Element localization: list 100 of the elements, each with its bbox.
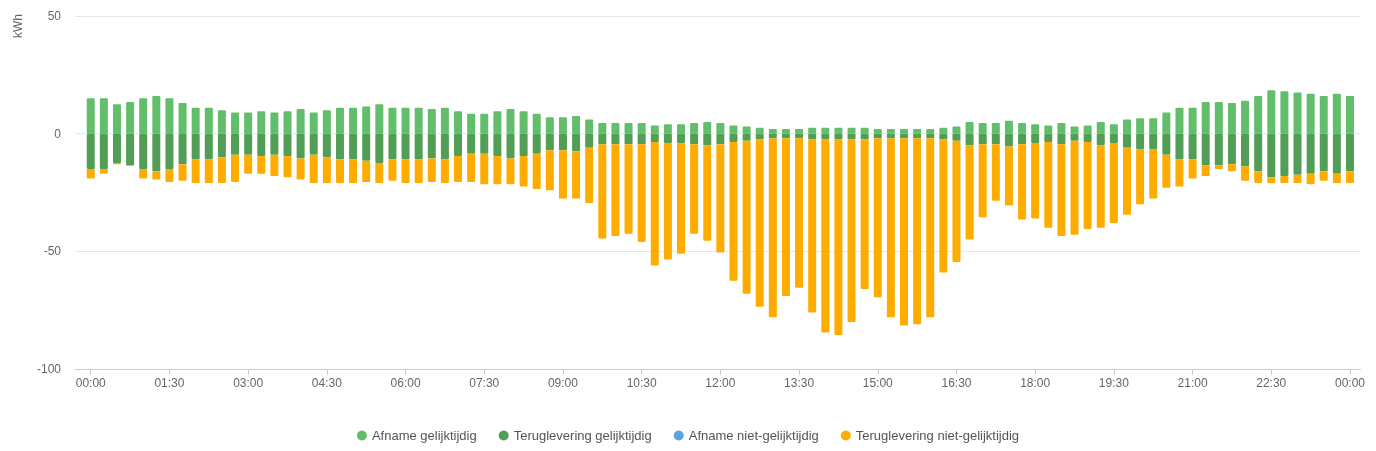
bar [1254, 133, 1263, 172]
bar [427, 108, 436, 134]
bar [152, 171, 161, 180]
bar [257, 156, 266, 174]
bar [309, 154, 318, 184]
bar [139, 168, 148, 179]
bar [1096, 145, 1105, 228]
bar [86, 98, 95, 134]
bar [624, 133, 633, 145]
bar [257, 133, 266, 157]
bar [1031, 143, 1040, 219]
bar [1162, 154, 1171, 188]
bar [335, 107, 344, 134]
bar [1162, 112, 1171, 134]
bar [1083, 133, 1092, 142]
bar [1162, 133, 1171, 155]
bar [585, 119, 594, 134]
bar [637, 123, 646, 134]
bar [165, 133, 174, 169]
bar [1070, 140, 1079, 235]
bar [1254, 96, 1263, 134]
bar [296, 133, 305, 159]
bar [270, 154, 279, 177]
bar [375, 163, 384, 184]
bar [585, 133, 594, 148]
bar [1083, 141, 1092, 229]
bar [217, 157, 226, 184]
bar [1241, 166, 1250, 181]
bar [165, 98, 174, 134]
bar [139, 133, 148, 169]
bar [440, 133, 449, 160]
bar [545, 117, 554, 134]
bar [112, 133, 121, 164]
bar [1018, 144, 1027, 220]
bar [558, 117, 567, 134]
bar [690, 133, 699, 145]
bar [178, 133, 187, 165]
bar [322, 110, 331, 134]
bar [532, 113, 541, 134]
bar [1201, 165, 1210, 177]
bar [1319, 171, 1328, 181]
bar [991, 123, 1000, 134]
x-tick-label: 09:00 [547, 376, 579, 390]
bar [480, 113, 489, 134]
bar [440, 159, 449, 184]
bar [1096, 133, 1105, 146]
bar [1332, 93, 1341, 134]
bar [244, 154, 253, 174]
bar [1201, 101, 1210, 134]
bar [283, 133, 292, 157]
bar [1136, 133, 1145, 149]
bar [1332, 173, 1341, 184]
bar [99, 133, 108, 169]
legend-label: Teruglevering gelijktijdig [513, 428, 652, 443]
bar [1149, 148, 1158, 199]
bar [506, 133, 515, 159]
bar [99, 98, 108, 134]
bar [1345, 171, 1354, 184]
bar [86, 168, 95, 179]
bar [650, 125, 659, 134]
bar [191, 107, 200, 134]
bar [716, 133, 725, 145]
bar [598, 144, 607, 239]
bar [532, 133, 541, 154]
bar [1018, 133, 1027, 145]
x-tick-label: 13:30 [784, 376, 815, 390]
bar [650, 141, 659, 266]
bar [152, 133, 161, 172]
bar [900, 138, 908, 326]
bar [532, 153, 541, 189]
bar [178, 103, 187, 134]
bar [322, 157, 331, 184]
bar [401, 133, 410, 160]
bar [1057, 123, 1066, 134]
bar [414, 133, 423, 160]
bar [703, 145, 712, 241]
bar [388, 133, 397, 160]
bar [1345, 133, 1354, 172]
x-tick-label: 16:30 [941, 376, 972, 390]
bar [375, 104, 384, 134]
bar [886, 138, 895, 318]
x-tick-label: 21:00 [1177, 376, 1208, 390]
bar [637, 133, 646, 145]
bar [414, 107, 423, 134]
bar [545, 150, 554, 191]
legend-label: Afname niet-gelijktijdig [688, 428, 819, 443]
bar [1267, 90, 1276, 134]
bar [742, 140, 751, 294]
y-tick-label: -100 [36, 362, 62, 376]
x-tick-label: 03:00 [233, 376, 264, 390]
bar [270, 133, 279, 155]
bar [401, 159, 410, 184]
x-tick-label: 10:30 [626, 376, 657, 390]
bar [939, 139, 948, 273]
bar [519, 156, 528, 187]
bar [611, 144, 620, 237]
bar [703, 121, 712, 134]
bar [270, 112, 279, 134]
bar [795, 138, 804, 288]
x-tick-label: 00:00 [75, 376, 107, 390]
